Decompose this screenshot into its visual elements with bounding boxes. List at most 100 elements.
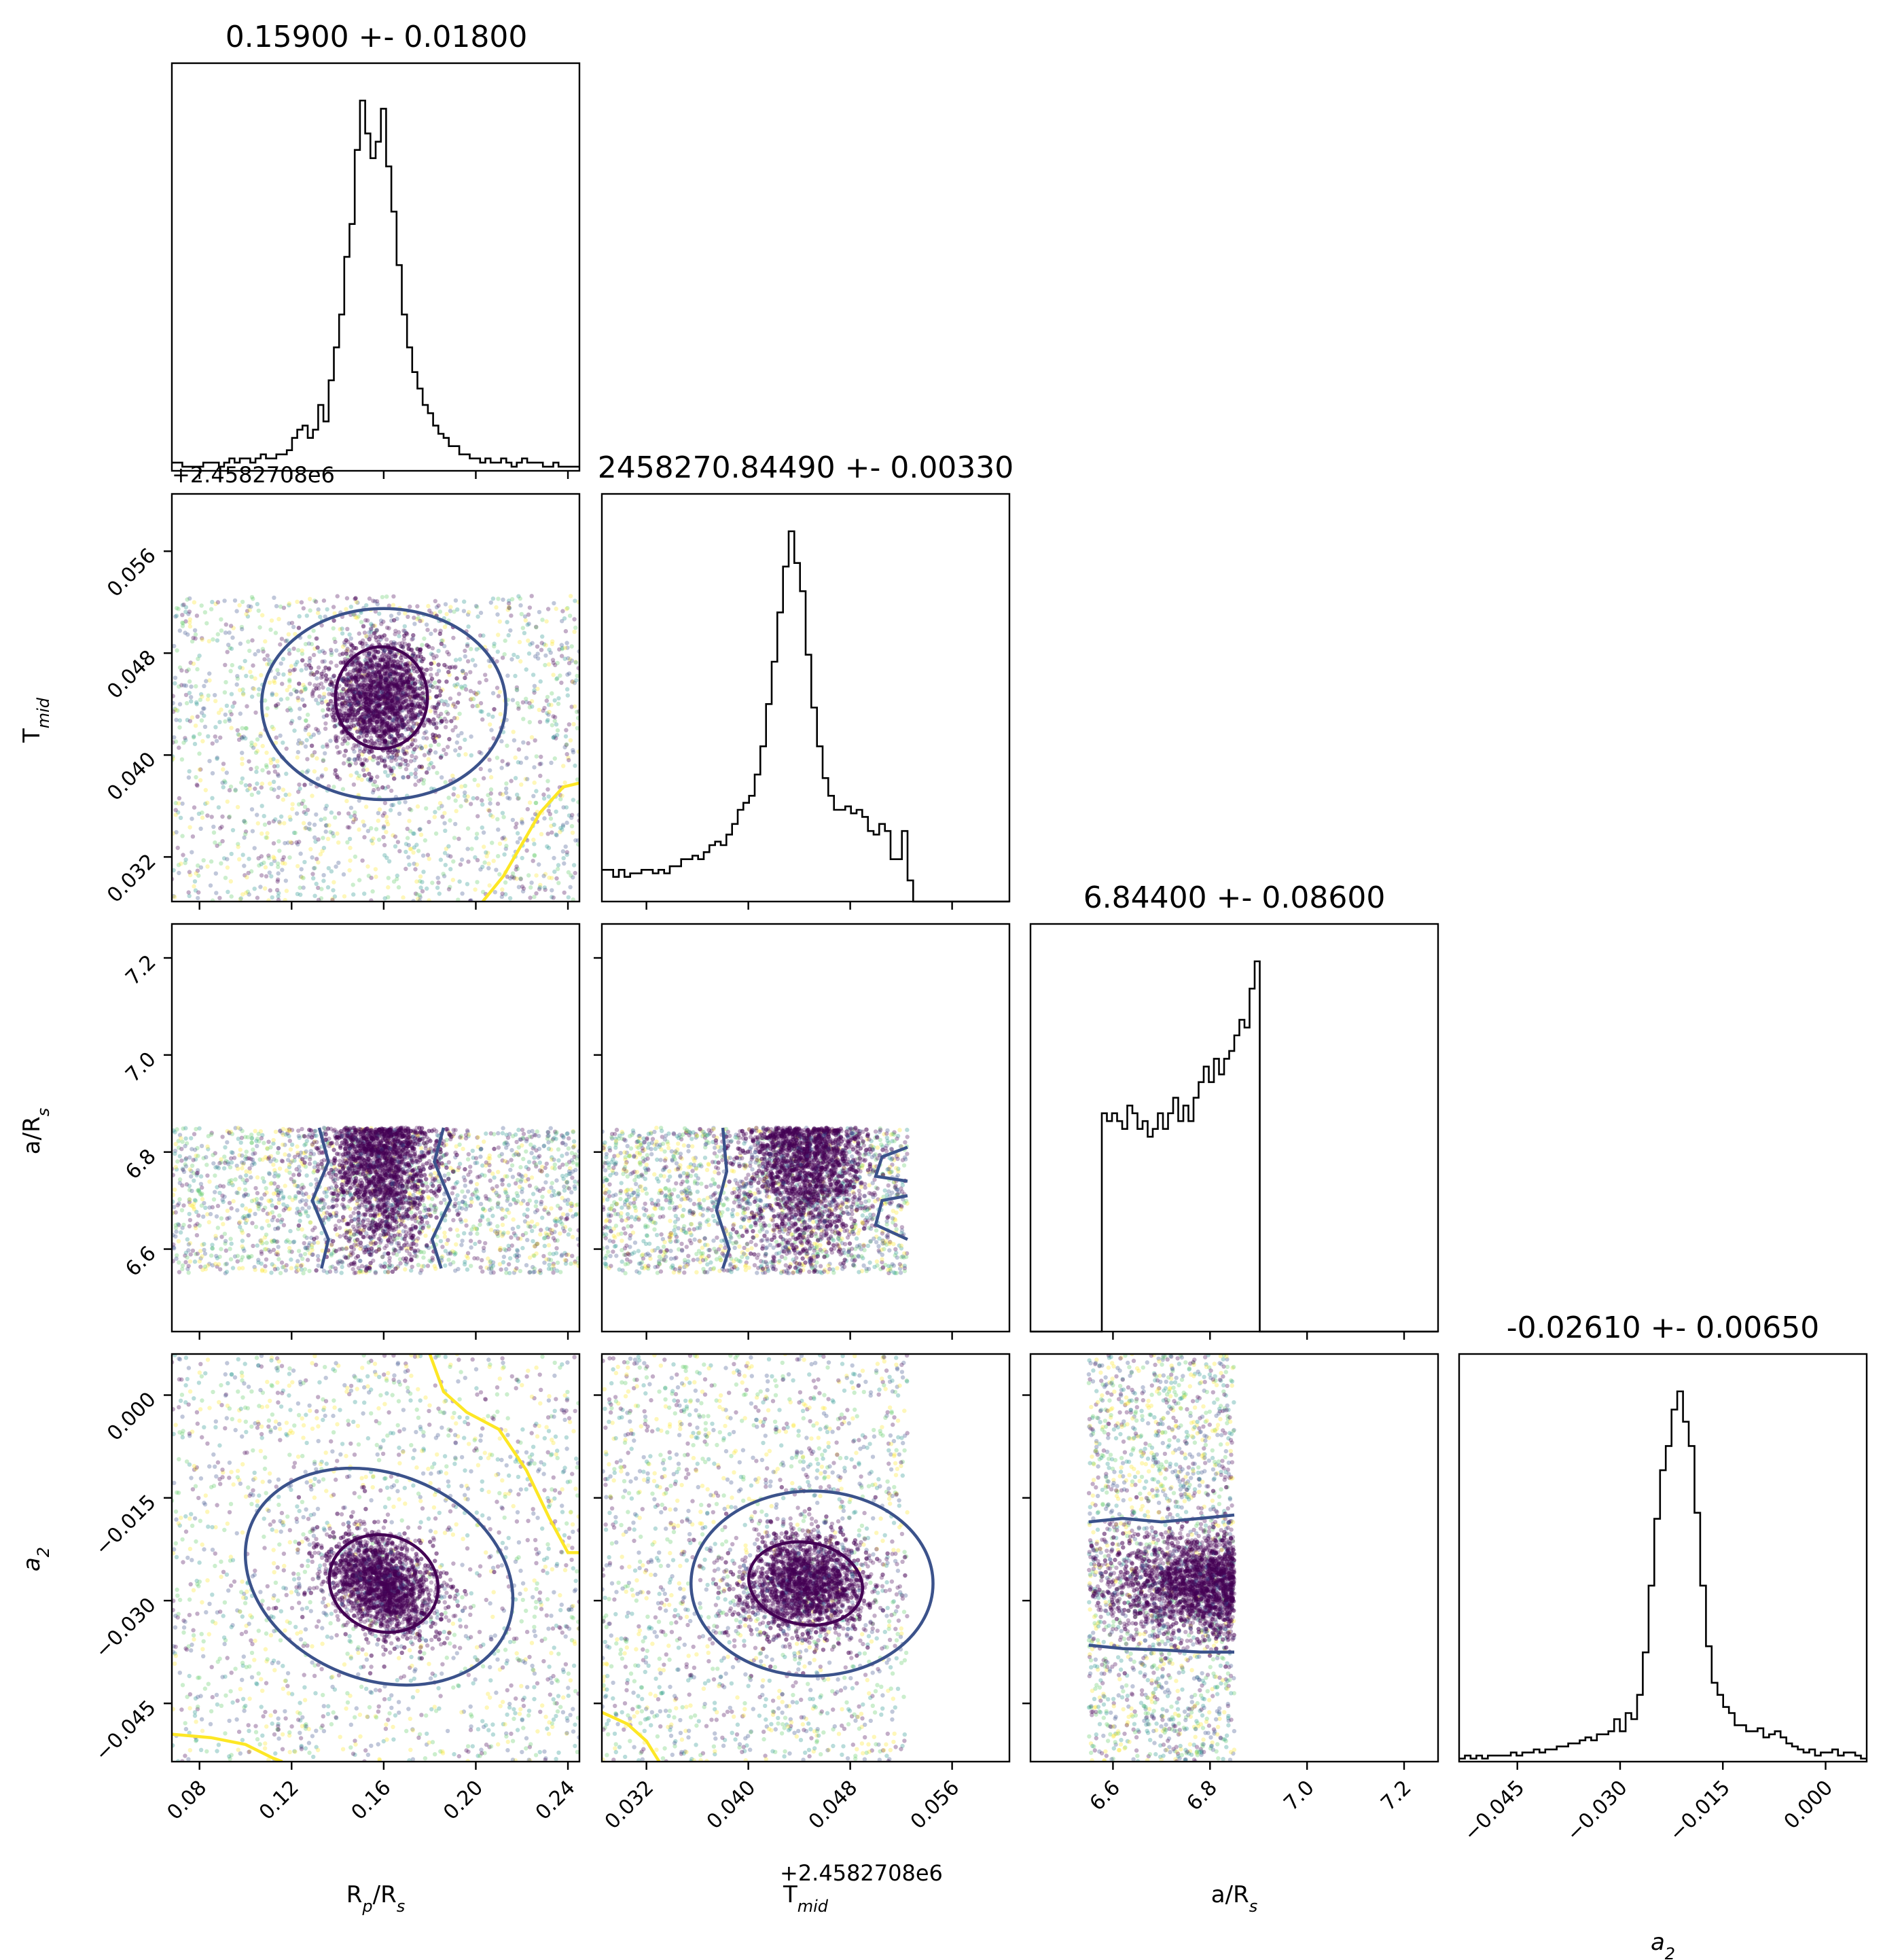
- scatter-point: [367, 637, 372, 642]
- scatter-point: [408, 847, 413, 851]
- scatter-point: [462, 794, 467, 798]
- scatter-point: [486, 807, 491, 813]
- scatter-point: [451, 701, 456, 707]
- scatter-point: [222, 690, 228, 695]
- scatter-point: [439, 719, 444, 724]
- scatter-point: [235, 804, 240, 810]
- scatter-point: [312, 672, 317, 677]
- scatter-point: [205, 800, 210, 805]
- scatter-point: [497, 841, 503, 847]
- scatter-point: [221, 767, 226, 772]
- scatter-point: [568, 738, 573, 743]
- scatter-point: [385, 702, 390, 707]
- scatter-point: [387, 716, 392, 721]
- scatter-point: [368, 700, 374, 705]
- scatter-point: [453, 705, 458, 709]
- scatter-point: [375, 700, 380, 706]
- scatter-point: [383, 679, 389, 684]
- scatter-point: [188, 660, 193, 665]
- scatter-point: [315, 611, 321, 616]
- scatter-point: [376, 690, 380, 694]
- scatter-point: [359, 689, 363, 694]
- scatter-point: [349, 709, 354, 714]
- scatter-point: [390, 698, 395, 703]
- scatter-point: [287, 652, 292, 656]
- scatter-point: [554, 809, 558, 814]
- scatter-point: [410, 742, 414, 747]
- scatter-point: [532, 853, 537, 857]
- scatter-point: [192, 1132, 197, 1137]
- scatter-point: [294, 689, 299, 694]
- scatter-point: [503, 847, 508, 851]
- scatter-point: [551, 714, 556, 719]
- scatter-point: [283, 861, 287, 866]
- scatter-point: [359, 727, 363, 732]
- scatter-point: [369, 622, 374, 626]
- scatter-point: [498, 791, 503, 796]
- scatter-point: [368, 634, 373, 639]
- scatter-point: [382, 687, 387, 692]
- scatter-point: [395, 685, 400, 691]
- scatter-point: [549, 760, 554, 766]
- scatter-point: [365, 673, 370, 678]
- scatter-point: [412, 695, 417, 700]
- scatter-point: [404, 721, 408, 726]
- scatter-point: [251, 1147, 255, 1152]
- scatter-point: [321, 669, 326, 673]
- scatter-point: [184, 700, 190, 706]
- scatter-point: [259, 785, 264, 790]
- scatter-point: [382, 679, 387, 684]
- scatter-point: [515, 831, 520, 836]
- scatter-point: [476, 783, 481, 788]
- scatter-point: [391, 640, 397, 645]
- scatter-point: [283, 897, 287, 902]
- scatter-point: [350, 688, 355, 694]
- scatter-point: [421, 781, 426, 786]
- scatter-point: [471, 696, 476, 702]
- scatter-point: [547, 709, 552, 715]
- scatter-point: [447, 736, 452, 742]
- scatter-point: [411, 632, 416, 638]
- scatter-point: [345, 673, 350, 677]
- scatter-point: [454, 716, 460, 721]
- scatter-point: [370, 663, 375, 668]
- scatter-point: [283, 1152, 287, 1157]
- scatter-point: [308, 666, 313, 671]
- scatter-point: [534, 789, 539, 794]
- scatter-point: [317, 686, 321, 691]
- scatter-point: [395, 678, 400, 683]
- scatter-point: [538, 883, 543, 887]
- scatter-point: [357, 746, 363, 751]
- scatter-point: [327, 702, 331, 707]
- scatter-point: [477, 750, 482, 755]
- scatter-point: [407, 694, 412, 698]
- scatter-point: [408, 672, 413, 677]
- scatter-point: [380, 665, 386, 670]
- scatter-point: [363, 700, 368, 705]
- scatter-point: [374, 701, 379, 707]
- scatter-point: [209, 815, 214, 819]
- scatter-point: [543, 662, 548, 668]
- scatter-point: [486, 851, 490, 855]
- scatter-point: [348, 649, 353, 654]
- scatter-point: [177, 665, 183, 670]
- scatter-point: [377, 688, 382, 693]
- scatter-point: [514, 825, 518, 830]
- scatter-point: [298, 874, 304, 879]
- scatter-point: [340, 631, 345, 636]
- scatter-point: [223, 680, 228, 685]
- scatter-point: [396, 885, 401, 890]
- scatter-point: [397, 664, 401, 669]
- scatter-point: [329, 810, 334, 815]
- scatter-point: [561, 805, 566, 810]
- scatter-point: [173, 813, 178, 817]
- scatter-point: [370, 712, 376, 717]
- scatter-point: [176, 801, 181, 806]
- scatter-point: [387, 740, 391, 745]
- scatter-point: [196, 656, 200, 661]
- scatter-point: [369, 826, 374, 831]
- scatter-point: [259, 673, 264, 677]
- scatter-point: [375, 602, 380, 607]
- scatter-point: [362, 835, 367, 840]
- scatter-point: [398, 692, 404, 697]
